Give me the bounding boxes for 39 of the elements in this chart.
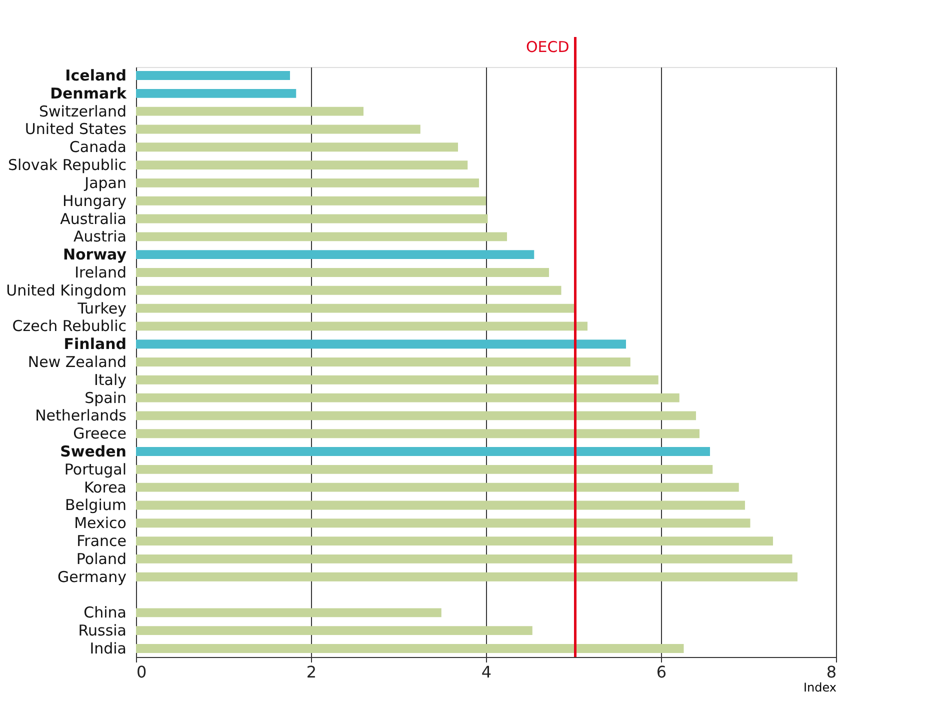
y-tick-label: Sweden [60, 442, 126, 461]
y-tick-label: China [84, 604, 126, 622]
y-tick-label: Turkey [76, 299, 127, 318]
y-tick-label: Korea [84, 478, 126, 496]
x-tick-label: 4 [481, 662, 492, 682]
y-tick-label: Slovak Republic [8, 156, 126, 174]
x-axis-title: Index [803, 680, 836, 694]
y-tick-label: Hungary [62, 192, 127, 210]
y-tick-label: Germany [58, 568, 127, 586]
y-tick-label: United Kingdom [6, 281, 126, 300]
y-tick-label: New Zealand [28, 353, 126, 371]
y-tick-label: Iceland [65, 66, 126, 85]
y-tick-label: Mexico [74, 514, 126, 532]
y-tick-label: France [76, 532, 126, 550]
x-tick-label: 8 [826, 662, 836, 682]
x-tick-label: 0 [136, 662, 147, 682]
y-tick-label: Spain [84, 388, 126, 407]
y-tick-label: Austria [74, 228, 126, 246]
y-tick-label: Czech Rebublic [12, 317, 126, 336]
x-tick-label: 6 [656, 662, 667, 682]
y-tick-label: Australia [60, 210, 126, 228]
y-tick-label: Denmark [50, 84, 128, 102]
y-tick-label: Greece [73, 424, 126, 443]
y-tick-label: Finland [64, 335, 126, 354]
y-tick-label: Italy [94, 370, 127, 389]
y-tick-label: Portugal [64, 460, 126, 478]
y-tick-label: United States [24, 120, 127, 138]
y-tick-label: Japan [84, 174, 126, 192]
y-tick-label: Belgium [65, 496, 126, 514]
x-tick-label: 2 [306, 662, 317, 682]
y-tick-label: Norway [62, 246, 127, 264]
y-tick-label: Ireland [74, 263, 126, 282]
y-tick-label: Canada [69, 138, 126, 156]
ref-line-label: OECD [526, 38, 570, 56]
y-tick-label: India [90, 639, 126, 658]
y-tick-label: Netherlands [35, 406, 127, 425]
y-tick-label: Poland [76, 550, 126, 568]
y-tick-label: Switzerland [39, 102, 126, 120]
y-tick-label: Russia [78, 622, 126, 640]
